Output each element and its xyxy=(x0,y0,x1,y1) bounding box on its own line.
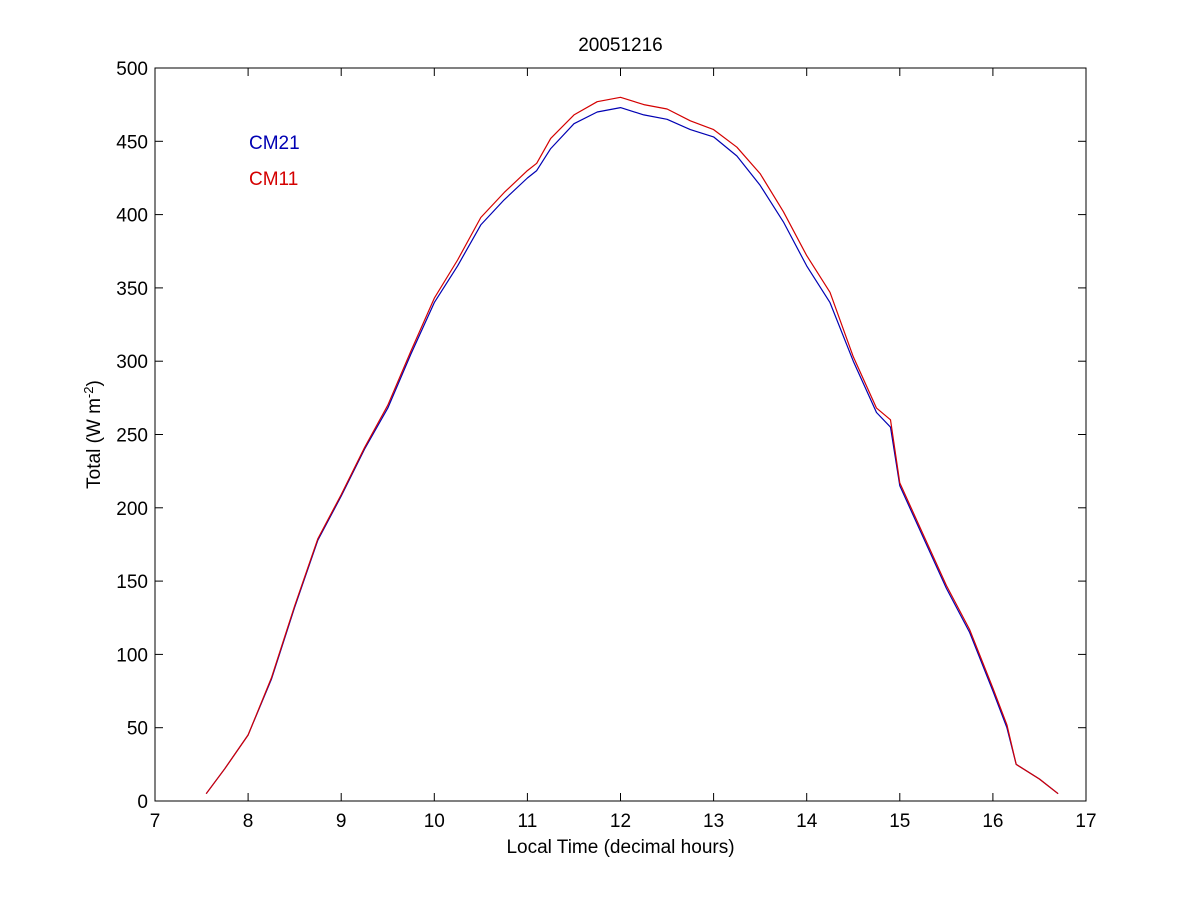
legend: CM21 CM11 xyxy=(249,133,300,190)
x-axis-label: Local Time (decimal hours) xyxy=(506,837,734,858)
x-tick-label-0: 7 xyxy=(150,811,161,832)
y-tick-label-0: 0 xyxy=(137,792,148,813)
legend-entry-cm11: CM11 xyxy=(249,169,298,190)
chart-title: 20051216 xyxy=(578,35,663,56)
x-tick-label-10: 17 xyxy=(1075,811,1096,832)
y-tick-label-6: 300 xyxy=(116,352,148,373)
y-axis-label: Total (W m-2) xyxy=(81,380,106,489)
y-tick-label-7: 350 xyxy=(116,279,148,300)
x-tick-label-4: 11 xyxy=(518,811,538,832)
series-line-cm21 xyxy=(205,106,1059,795)
y-tick-label-2: 100 xyxy=(116,645,148,666)
y-axis-label-suffix: ) xyxy=(84,380,105,386)
y-tick-label-1: 50 xyxy=(127,719,148,740)
y-tick-label-8: 400 xyxy=(116,206,148,227)
series-line-cm11 xyxy=(205,96,1059,795)
x-tick-label-1: 8 xyxy=(243,811,254,832)
x-tick-label-8: 15 xyxy=(889,811,910,832)
y-tick-label-3: 150 xyxy=(116,572,148,593)
series-layer xyxy=(205,96,1059,795)
y-tick-label-9: 450 xyxy=(116,132,148,153)
x-tick-label-9: 16 xyxy=(982,811,1003,832)
x-tick-label-3: 10 xyxy=(424,811,445,832)
plot-area xyxy=(155,68,1086,801)
x-tick-label-5: 12 xyxy=(610,811,631,832)
y-tick-label-4: 200 xyxy=(116,499,148,520)
y-axis-label-main: Total (W m xyxy=(84,398,105,489)
plot-frame xyxy=(154,67,1087,802)
legend-entry-cm21: CM21 xyxy=(249,133,300,154)
y-tick-label-10: 500 xyxy=(116,59,148,80)
x-tick-label-6: 13 xyxy=(703,811,724,832)
y-tick-label-5: 250 xyxy=(116,426,148,447)
x-tick-label-2: 9 xyxy=(336,811,347,832)
y-axis-label-superscript: -2 xyxy=(81,386,96,398)
x-tick-label-7: 14 xyxy=(796,811,818,832)
ticks-layer: 7 8 9 10 11 12 13 14 15 16 17 0 50 100 150 200 250 300 350… xyxy=(116,59,1096,832)
